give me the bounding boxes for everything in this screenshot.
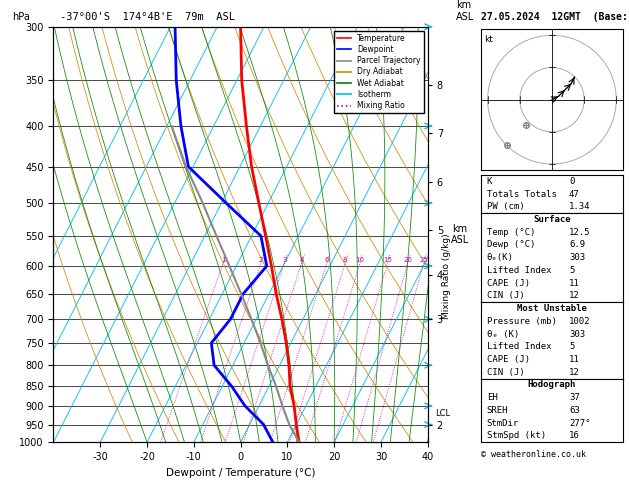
Text: 5: 5 (569, 266, 574, 275)
Text: -37°00'S  174°4B'E  79m  ASL: -37°00'S 174°4B'E 79m ASL (60, 12, 235, 22)
Text: K: K (487, 177, 493, 186)
Text: Mixing Ratio (g/kg): Mixing Ratio (g/kg) (442, 233, 451, 319)
Text: 2: 2 (259, 257, 263, 263)
Text: SREH: SREH (487, 406, 508, 415)
Text: 16: 16 (569, 432, 580, 440)
Legend: Temperature, Dewpoint, Parcel Trajectory, Dry Adiabat, Wet Adiabat, Isotherm, Mi: Temperature, Dewpoint, Parcel Trajectory… (335, 31, 424, 113)
Text: 37: 37 (569, 393, 580, 402)
Text: 63: 63 (569, 406, 580, 415)
Text: 11: 11 (569, 278, 580, 288)
Text: EH: EH (487, 393, 498, 402)
Text: Most Unstable: Most Unstable (517, 304, 587, 313)
X-axis label: Dewpoint / Temperature (°C): Dewpoint / Temperature (°C) (166, 468, 315, 478)
Text: Temp (°C): Temp (°C) (487, 228, 535, 237)
Text: LCL: LCL (435, 409, 450, 418)
Text: 1: 1 (221, 257, 225, 263)
Text: 6: 6 (325, 257, 329, 263)
Text: 6.9: 6.9 (569, 241, 585, 249)
Text: 3: 3 (282, 257, 287, 263)
Text: StmDir: StmDir (487, 418, 519, 428)
Text: PW (cm): PW (cm) (487, 202, 525, 211)
Text: 20: 20 (403, 257, 412, 263)
Text: CIN (J): CIN (J) (487, 368, 525, 377)
Text: θₑ(K): θₑ(K) (487, 253, 514, 262)
Text: Dewp (°C): Dewp (°C) (487, 241, 535, 249)
Text: 1.34: 1.34 (569, 202, 591, 211)
Text: Hodograph: Hodograph (528, 381, 576, 389)
Text: CAPE (J): CAPE (J) (487, 278, 530, 288)
Text: 47: 47 (569, 190, 580, 199)
Text: kt: kt (484, 35, 493, 44)
Text: Surface: Surface (533, 215, 571, 224)
Text: Lifted Index: Lifted Index (487, 266, 552, 275)
Text: km
ASL: km ASL (456, 0, 474, 22)
Text: 27.05.2024  12GMT  (Base: 00): 27.05.2024 12GMT (Base: 00) (481, 12, 629, 22)
Text: CIN (J): CIN (J) (487, 292, 525, 300)
Text: 4: 4 (299, 257, 304, 263)
Y-axis label: km
ASL: km ASL (450, 224, 469, 245)
Text: 11: 11 (569, 355, 580, 364)
Text: θₑ (K): θₑ (K) (487, 330, 519, 339)
Text: 12: 12 (569, 292, 580, 300)
Text: 12: 12 (569, 368, 580, 377)
Text: 0: 0 (569, 177, 574, 186)
Text: StmSpd (kt): StmSpd (kt) (487, 432, 546, 440)
Text: 277°: 277° (569, 418, 591, 428)
Text: © weatheronline.co.uk: © weatheronline.co.uk (481, 450, 586, 459)
Text: 303: 303 (569, 253, 585, 262)
Text: 303: 303 (569, 330, 585, 339)
Text: 10: 10 (355, 257, 364, 263)
Text: 15: 15 (383, 257, 392, 263)
Text: Totals Totals: Totals Totals (487, 190, 557, 199)
Text: Lifted Index: Lifted Index (487, 342, 552, 351)
Text: hPa: hPa (13, 12, 30, 22)
Text: 25: 25 (420, 257, 428, 263)
Text: 1002: 1002 (569, 317, 591, 326)
Text: 8: 8 (343, 257, 347, 263)
Text: 12.5: 12.5 (569, 228, 591, 237)
Text: 5: 5 (569, 342, 574, 351)
Text: CAPE (J): CAPE (J) (487, 355, 530, 364)
Text: Pressure (mb): Pressure (mb) (487, 317, 557, 326)
